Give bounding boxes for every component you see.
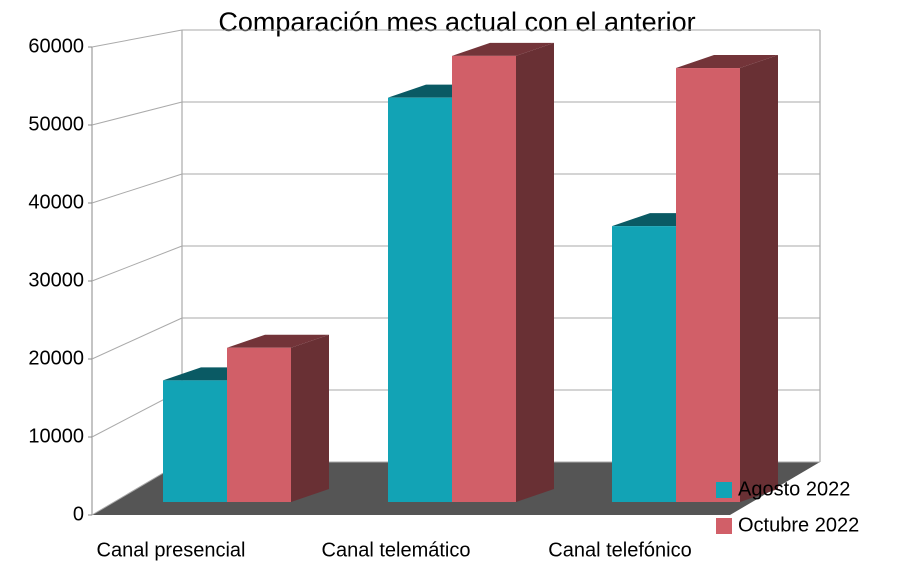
legend-swatch [716, 482, 732, 498]
x-tick-label: Canal presencial [97, 539, 246, 561]
y-tick-label: 20000 [28, 347, 84, 369]
x-tick-label: Canal telefónico [548, 539, 691, 561]
grid-line [91, 101, 183, 126]
bar-top [676, 55, 778, 69]
bar [163, 380, 227, 502]
bar-top [452, 42, 554, 56]
bar-top [227, 334, 329, 348]
bar-side [740, 55, 778, 502]
grid-line [91, 317, 183, 360]
bar [676, 68, 740, 502]
y-tick-label: 40000 [28, 191, 84, 213]
legend-label: Octubre 2022 [738, 514, 859, 536]
x-tick-label: Canal telemático [322, 539, 471, 561]
chart-title: Comparación mes actual con el anterior [218, 7, 695, 37]
y-tick-label: 10000 [28, 425, 84, 447]
y-tick-label: 60000 [28, 35, 84, 57]
bar-side [516, 42, 554, 502]
legend-label: Agosto 2022 [738, 478, 850, 500]
grid-line [91, 29, 183, 48]
bar-side [291, 334, 329, 502]
bar [227, 347, 291, 502]
bar [452, 55, 516, 502]
bar [388, 97, 452, 503]
y-tick-label: 0 [73, 503, 84, 525]
legend-swatch [716, 518, 732, 534]
y-tick-label: 50000 [28, 113, 84, 135]
grid-line [91, 173, 183, 204]
y-tick-label: 30000 [28, 269, 84, 291]
grid-line [91, 245, 183, 282]
bar [612, 226, 676, 502]
